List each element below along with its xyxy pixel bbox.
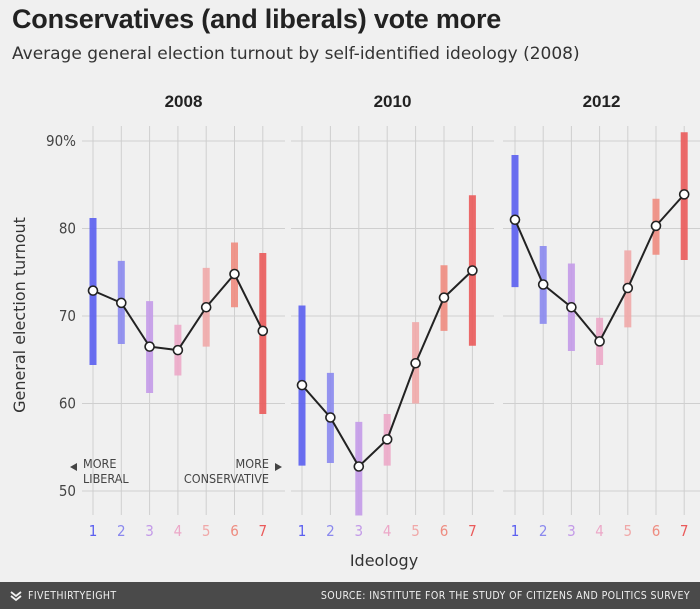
data-point [410,357,421,369]
data-point [229,268,240,280]
data-point [116,297,127,309]
data-point [200,301,212,313]
panel-title-2012: 2012 [583,92,621,111]
x-tick-label: 4 [383,522,392,540]
data-point [257,325,269,337]
data-point [594,336,605,347]
annotation-more-conservative-line1: MORE [236,456,269,471]
chart-area: 90% 80 70 60 50 General election turnout Ideol… [10,92,700,570]
annotation-more-conservative-line2: CONSERVATIVE [184,471,269,486]
x-tick-label: 7 [259,522,268,540]
footer-brand-text: FIVETHIRTYEIGHT [28,590,117,602]
data-point [509,214,521,226]
x-tick-label: 5 [202,522,211,540]
x-tick-label: 4 [174,522,183,540]
x-tick-label: 2 [326,522,335,540]
data-point [325,412,336,423]
x-tick-label: 2 [539,522,548,540]
x-tick-label: 1 [89,522,98,540]
arrow-right-icon [275,463,282,471]
x-tick-label: 6 [230,522,239,540]
y-tick-label: 60 [59,395,76,413]
x-tick-label: 7 [680,522,689,540]
data-point [650,220,662,232]
data-point [622,282,634,294]
data-point [566,301,577,313]
y-tick-label: 80 [59,220,76,238]
panel-title-2010: 2010 [374,92,412,111]
fivethirtyeight-logo-icon [10,590,22,602]
y-tick-label: 50 [59,482,76,500]
x-tick-label: 1 [298,522,307,540]
y-tick-label: 70 [59,307,76,325]
x-tick-label: 1 [511,522,520,540]
x-tick-label: 3 [355,522,364,540]
y-axis-label: General election turnout [10,217,29,413]
data-point [172,344,184,356]
data-point [467,265,478,276]
data-point [87,285,99,296]
annotation-more-liberal-line2: LIBERAL [83,471,129,486]
annotation-more-liberal-line1: MORE [83,456,116,471]
data-point [438,292,450,303]
data-point [353,461,365,472]
chart-subtitle: Average general election turnout by self… [12,44,580,64]
y-tick-label: 90% [46,132,76,150]
x-tick-label: 7 [468,522,477,540]
x-tick-label: 2 [117,522,126,540]
x-axis-label: Ideology [350,551,418,570]
x-tick-label: 6 [440,522,449,540]
x-tick-label: 6 [652,522,661,540]
data-point [537,279,549,290]
data-point [144,341,155,352]
data-point [296,379,308,391]
data-point [678,189,690,200]
x-tick-label: 5 [411,522,420,540]
panel-title-2008: 2008 [165,92,203,111]
x-tick-label: 5 [624,522,633,540]
x-tick-label: 4 [595,522,604,540]
data-point [381,434,393,445]
footer-brand: FIVETHIRTYEIGHT [10,590,117,602]
arrow-left-icon [70,463,77,471]
footer: FIVETHIRTYEIGHT SOURCE: INSTITUTE FOR TH… [0,582,700,609]
footer-source: SOURCE: INSTITUTE FOR THE STUDY OF CITIZ… [320,590,690,602]
x-tick-label: 3 [567,522,576,540]
chart-title: Conservatives (and liberals) vote more [12,4,502,34]
x-tick-label: 3 [145,522,154,540]
